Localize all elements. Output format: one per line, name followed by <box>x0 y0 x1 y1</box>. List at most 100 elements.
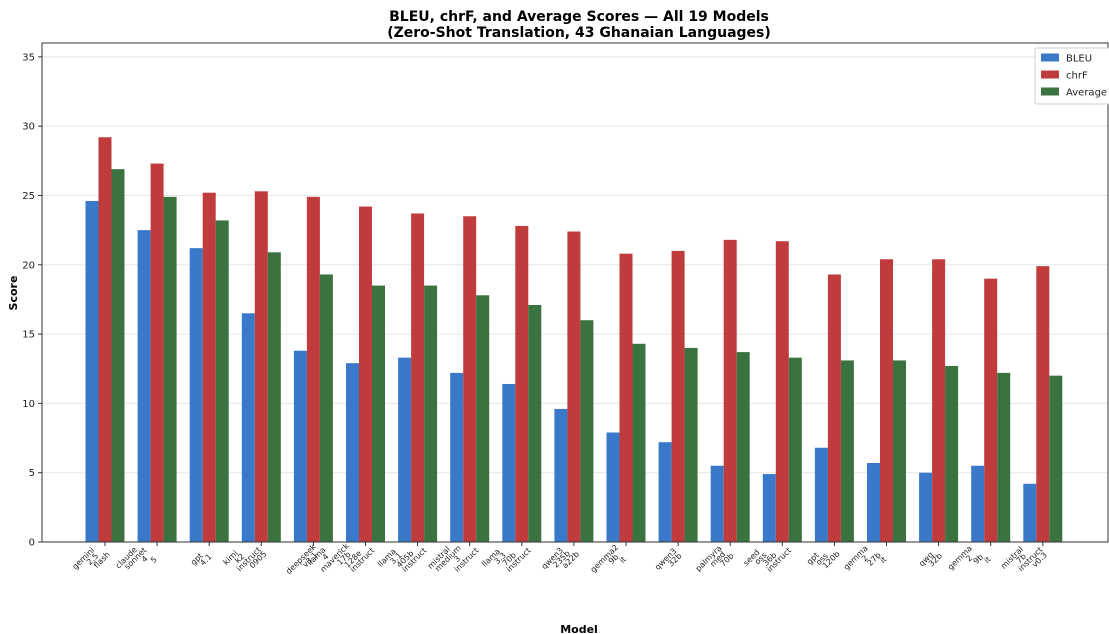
chart-title-line-1: BLEU, chrF, and Average Scores — All 19 … <box>389 9 769 25</box>
bar-bleu-4 <box>293 350 307 542</box>
bar-average-2 <box>215 220 229 542</box>
x-tick-label-text: qwq32b <box>917 546 944 573</box>
y-tick-label: 10 <box>22 399 35 410</box>
bar-chrf-9 <box>567 231 581 542</box>
x-tick-label-text: gemma227bit <box>842 540 889 587</box>
bar-bleu-6 <box>398 357 412 542</box>
bar-average-10 <box>632 343 646 542</box>
bar-chrf-18 <box>1036 266 1050 542</box>
bar-chrf-1 <box>150 163 164 542</box>
x-tick-label: qwen3235ba22b <box>540 540 581 581</box>
x-tick-label: gpt4.1 <box>189 547 214 572</box>
bars <box>85 137 1063 543</box>
y-tick-label: 0 <box>29 538 35 549</box>
x-tick-label-text: mistral7binstructv0.3 <box>999 535 1049 585</box>
bar-chrf-16 <box>932 259 946 542</box>
x-tick-label-text: gptoss120b <box>805 540 842 577</box>
chart-title-line-2: (Zero-Shot Translation, 43 Ghanaian Lang… <box>387 25 771 41</box>
x-tick-label-text: gemma29bit <box>946 540 993 587</box>
x-tick-label-text: claudesonnet45 <box>114 540 159 585</box>
bar-average-9 <box>580 320 594 542</box>
bar-average-0 <box>111 169 125 542</box>
bar-average-6 <box>424 285 438 542</box>
x-tick-label: qwen332b <box>653 546 683 576</box>
bar-chrf-4 <box>306 196 320 542</box>
bar-average-12 <box>736 352 750 542</box>
bar-bleu-12 <box>710 465 724 542</box>
y-tick-label: 30 <box>22 122 35 133</box>
plot-frame <box>41 42 1109 543</box>
bar-chrf-5 <box>359 206 372 543</box>
x-tick-label-text: gemini2.5flash <box>71 540 112 581</box>
x-tick-label: qwq32b <box>917 546 944 573</box>
x-tick-label: gemma29bit <box>589 543 630 584</box>
x-tick-label-text: qwen3235ba22b <box>540 540 581 581</box>
legend-swatch <box>1041 87 1059 96</box>
bar-chrf-15 <box>880 259 893 542</box>
bar-average-17 <box>997 372 1011 542</box>
x-tick-label: mistral7binstructv0.3 <box>999 535 1049 585</box>
bar-average-14 <box>840 360 854 542</box>
bar-average-15 <box>893 360 906 542</box>
bar-bleu-17 <box>971 465 985 542</box>
bar-average-16 <box>945 365 959 542</box>
x-tick-label-text: gemma29bit <box>589 543 630 584</box>
bar-bleu-11 <box>658 442 672 542</box>
y-tick-label: 35 <box>22 52 35 63</box>
bar-average-8 <box>528 304 542 542</box>
legend-label: BLEU <box>1066 54 1092 65</box>
legend-swatch <box>1041 53 1059 62</box>
bar-bleu-3 <box>241 313 255 542</box>
legend-label: chrF <box>1066 71 1088 82</box>
bar-bleu-10 <box>606 432 620 542</box>
bar-chrf-0 <box>98 137 112 542</box>
x-tick-label: gemma29bit <box>946 540 993 587</box>
x-axis-label: Model <box>560 623 598 634</box>
bar-chrf-11 <box>671 250 685 542</box>
bar-average-3 <box>267 252 281 542</box>
bar-average-13 <box>788 357 802 542</box>
legend-swatch <box>1041 70 1059 79</box>
y-tick-label: 15 <box>22 330 35 341</box>
bar-bleu-5 <box>346 363 359 542</box>
bar-chrf-6 <box>411 213 425 542</box>
bar-average-4 <box>319 274 333 542</box>
bar-average-5 <box>372 285 385 542</box>
bar-chrf-2 <box>202 192 216 542</box>
x-tick-label: gemma227bit <box>842 540 889 587</box>
x-tick-label: gemini2.5flash <box>71 540 112 581</box>
bar-bleu-1 <box>137 230 151 542</box>
bar-average-11 <box>684 347 698 542</box>
x-tick-label-text: palmyramed70b <box>694 541 736 583</box>
bar-bleu-9 <box>554 408 568 542</box>
x-tick-label-text: qwen332b <box>653 546 683 576</box>
y-tick-label: 25 <box>22 191 35 202</box>
bar-chrf-13 <box>775 241 789 543</box>
bar-chrf-14 <box>827 274 841 542</box>
bar-bleu-16 <box>919 472 933 542</box>
bar-chrf-12 <box>723 239 737 543</box>
bar-chrf-8 <box>515 225 529 542</box>
bar-bleu-18 <box>1023 483 1037 542</box>
legend: BLEU chrF Average <box>1034 47 1109 105</box>
legend-label: Average <box>1066 88 1107 99</box>
y-tick-label: 5 <box>29 468 35 479</box>
bar-bleu-7 <box>450 372 464 542</box>
y-axis-label: Score <box>7 276 20 311</box>
bar-bleu-0 <box>85 201 99 542</box>
bar-chrf-10 <box>619 253 633 542</box>
bar-average-1 <box>163 196 177 542</box>
bar-chrf-7 <box>463 216 477 542</box>
bar-bleu-14 <box>814 447 828 542</box>
bar-bleu-2 <box>189 248 203 542</box>
bar-bleu-8 <box>502 383 516 542</box>
x-tick-label: claudesonnet45 <box>114 540 159 585</box>
bar-bleu-13 <box>762 474 776 542</box>
x-tick-label: palmyramed70b <box>694 541 736 583</box>
bar-chrf-3 <box>254 191 268 542</box>
bar-chrf-17 <box>984 278 998 542</box>
x-tick-label-text: gpt4.1 <box>189 547 214 572</box>
y-axis-ticks: 0 5 10 15 20 25 30 35 <box>22 52 42 549</box>
bar-average-7 <box>476 295 490 542</box>
